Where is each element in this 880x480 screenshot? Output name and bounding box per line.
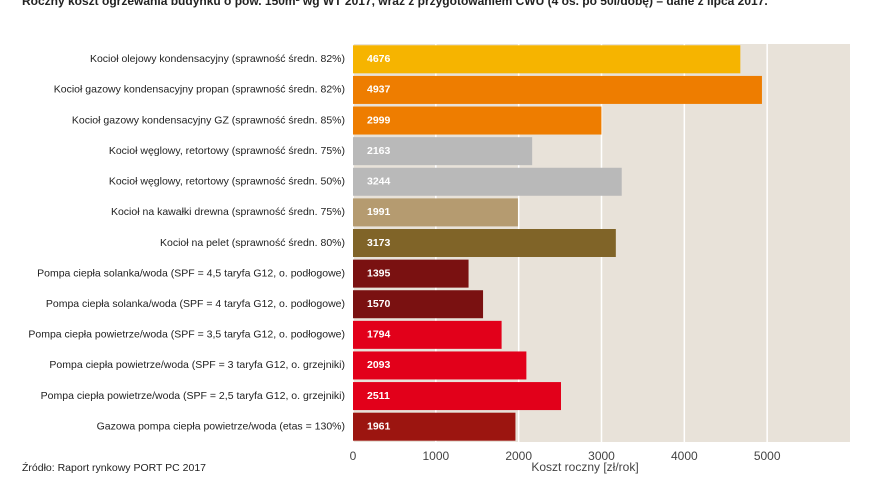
value-label: 4937 <box>367 84 391 96</box>
value-label: 1794 <box>367 329 391 341</box>
bar <box>353 167 622 196</box>
y-tick-label: Kocioł węglowy, retortowy (sprawność śre… <box>109 176 345 188</box>
bar <box>353 229 616 257</box>
bar <box>353 259 469 288</box>
y-tick-label: Kocioł olejowy kondensacyjny (sprawność … <box>90 53 345 65</box>
bar <box>353 412 516 441</box>
bar <box>353 137 533 166</box>
value-label: 2511 <box>367 390 390 402</box>
bar <box>353 290 484 319</box>
y-tick-label: Gazowa pompa ciepła powietrze/woda (etas… <box>97 420 345 432</box>
x-tick-label: 3000 <box>588 449 615 463</box>
value-label: 1570 <box>367 298 391 310</box>
value-label: 2163 <box>367 145 391 157</box>
y-tick-label: Kocioł na pelet (sprawność średn. 80%) <box>160 237 345 249</box>
source: Źródło: Raport rynkowy PORT PC 2017 <box>22 461 206 474</box>
bar <box>353 106 602 135</box>
x-tick-label: 1000 <box>422 449 449 463</box>
y-tick-label: Pompa ciepła powietrze/woda (SPF = 3,5 t… <box>28 329 345 341</box>
y-tick-label: Pompa ciepła powietrze/woda (SPF = 3 tar… <box>49 359 345 371</box>
value-label: 1991 <box>367 206 391 218</box>
value-label: 4676 <box>367 53 391 65</box>
bar <box>353 382 561 411</box>
bar <box>353 351 527 380</box>
y-tick-label: Kocioł na kawałki drewna (sprawność śred… <box>111 206 345 218</box>
x-axis-label: Koszt roczny [zł/rok] <box>531 460 638 474</box>
x-tick-label: 5000 <box>754 449 781 463</box>
y-tick-label: Pompa ciepła powietrze/woda (SPF = 2,5 t… <box>41 390 345 402</box>
y-tick-label: Kocioł gazowy kondensacyjny GZ (sprawnoś… <box>72 114 345 126</box>
y-tick-label: Pompa ciepła solanka/woda (SPF = 4 taryf… <box>46 298 345 310</box>
value-label: 2093 <box>367 359 391 371</box>
x-tick-label: 4000 <box>671 449 698 463</box>
value-label: 3173 <box>367 237 391 249</box>
bar <box>353 45 741 74</box>
bar <box>353 320 502 349</box>
bar <box>353 75 762 104</box>
value-label: 1961 <box>367 420 391 432</box>
value-label: 2999 <box>367 114 391 126</box>
y-tick-label: Kocioł węglowy, retortowy (sprawność śre… <box>109 145 345 157</box>
chart-title: Roczny koszt ogrzewania budynku o pow. 1… <box>22 0 768 8</box>
x-tick-label: 0 <box>350 449 357 463</box>
x-tick-label: 2000 <box>505 449 532 463</box>
value-label: 1395 <box>367 267 391 279</box>
value-label: 3244 <box>367 176 391 188</box>
y-tick-label: Pompa ciepła solanka/woda (SPF = 4,5 tar… <box>37 267 345 279</box>
y-tick-label: Kocioł gazowy kondensacyjny propan (spra… <box>54 84 345 96</box>
bar <box>353 198 518 227</box>
